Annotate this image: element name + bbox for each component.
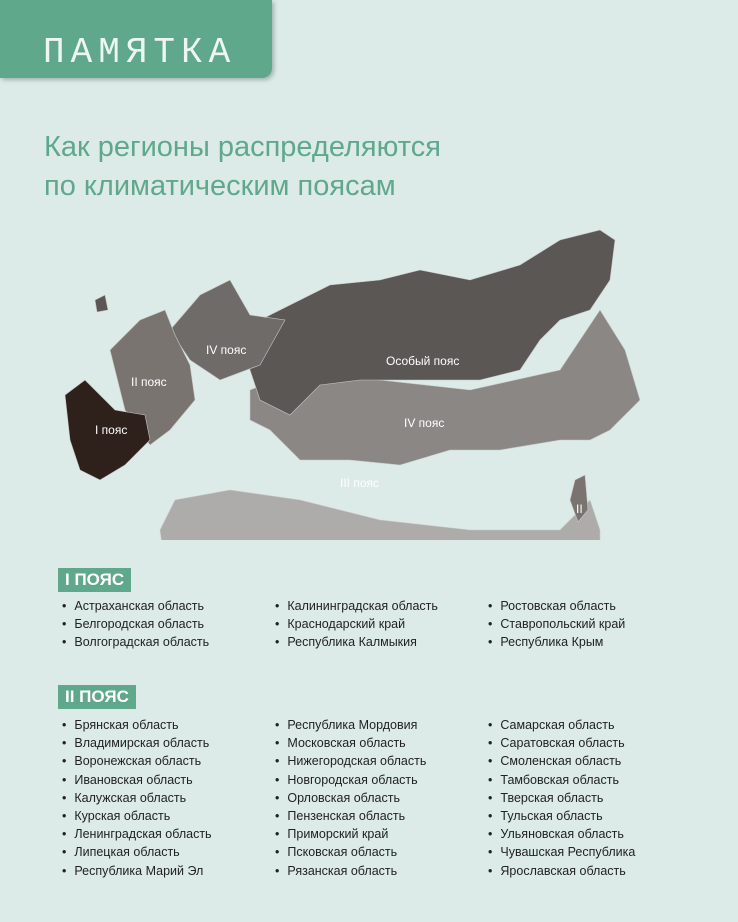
list-item: Тульская область	[488, 807, 701, 825]
list-column: Республика МордовияМосковская областьНиж…	[275, 716, 488, 880]
list-column: Ростовская областьСтавропольский крайРес…	[488, 597, 701, 652]
list-item: Ленинградская область	[62, 825, 275, 843]
list-column: Самарская областьСаратовская областьСмол…	[488, 716, 701, 880]
label-zone-4-west: IV пояс	[206, 343, 246, 357]
zone-2-east-region	[569, 474, 589, 523]
label-zone-2: II пояс	[131, 375, 167, 389]
island-region	[94, 294, 109, 313]
title-line: Как регионы распределяются	[44, 131, 441, 163]
list-item: Краснодарский край	[275, 615, 488, 633]
zone-1-heading: I ПОЯС	[58, 568, 132, 592]
list-item: Калининградская область	[275, 597, 488, 615]
title-line: по климатическим поясам	[44, 170, 396, 202]
list-item: Белгородская область	[62, 615, 275, 633]
zone-1-list: Астраханская областьБелгородская область…	[62, 597, 701, 652]
zone-2-heading: II ПОЯС	[58, 685, 136, 709]
list-item: Ивановская область	[62, 771, 275, 789]
page-title: Как регионы распределяются по климатическ…	[44, 128, 441, 206]
list-item: Липецкая область	[62, 843, 275, 861]
list-item: Рязанская область	[275, 862, 488, 880]
zone-4-west-region	[169, 279, 286, 381]
label-zone-1: I пояс	[95, 423, 127, 437]
list-item: Ульяновская область	[488, 825, 701, 843]
list-item: Псковская область	[275, 843, 488, 861]
list-item: Новгородская область	[275, 771, 488, 789]
zone-2-list: Брянская областьВладимирская областьВоро…	[62, 716, 701, 880]
list-item: Нижегородская область	[275, 752, 488, 770]
list-item: Орловская область	[275, 789, 488, 807]
list-item: Ставропольский край	[488, 615, 701, 633]
zone-1-region	[64, 379, 151, 481]
list-item: Московская область	[275, 734, 488, 752]
list-item: Волгоградская область	[62, 633, 275, 651]
list-item: Самарская область	[488, 716, 701, 734]
special-zone-region	[239, 229, 616, 416]
russia-climate-map: I пояс II пояс IV пояс Особый пояс IV по…	[64, 229, 641, 540]
list-item: Ростовская область	[488, 597, 701, 615]
label-zone-2-east: II	[576, 502, 583, 516]
zone-4-east-region	[249, 309, 641, 466]
list-item: Чувашская Республика	[488, 843, 701, 861]
list-item: Астраханская область	[62, 597, 275, 615]
list-item: Республика Крым	[488, 633, 701, 651]
list-column: Калининградская областьКраснодарский кра…	[275, 597, 488, 652]
header-tab: ПАМЯТКА	[0, 0, 272, 78]
list-item: Республика Мордовия	[275, 716, 488, 734]
zone-3-region	[159, 489, 601, 540]
label-zone-4-east: IV пояс	[404, 416, 444, 430]
list-item: Ярославская область	[488, 862, 701, 880]
list-item: Приморский край	[275, 825, 488, 843]
header-tab-label: ПАМЯТКА	[43, 32, 237, 73]
label-special-zone: Особый пояс	[386, 354, 459, 368]
list-column: Астраханская областьБелгородская область…	[62, 597, 275, 652]
list-item: Владимирская область	[62, 734, 275, 752]
list-column: Брянская областьВладимирская областьВоро…	[62, 716, 275, 880]
list-item: Тверская область	[488, 789, 701, 807]
list-item: Тамбовская область	[488, 771, 701, 789]
list-item: Курская область	[62, 807, 275, 825]
list-item: Пензенская область	[275, 807, 488, 825]
list-item: Саратовская область	[488, 734, 701, 752]
list-item: Республика Марий Эл	[62, 862, 275, 880]
list-item: Калужская область	[62, 789, 275, 807]
label-zone-3: III пояс	[340, 476, 379, 490]
list-item: Смоленская область	[488, 752, 701, 770]
list-item: Республика Калмыкия	[275, 633, 488, 651]
list-item: Воронежская область	[62, 752, 275, 770]
list-item: Брянская область	[62, 716, 275, 734]
